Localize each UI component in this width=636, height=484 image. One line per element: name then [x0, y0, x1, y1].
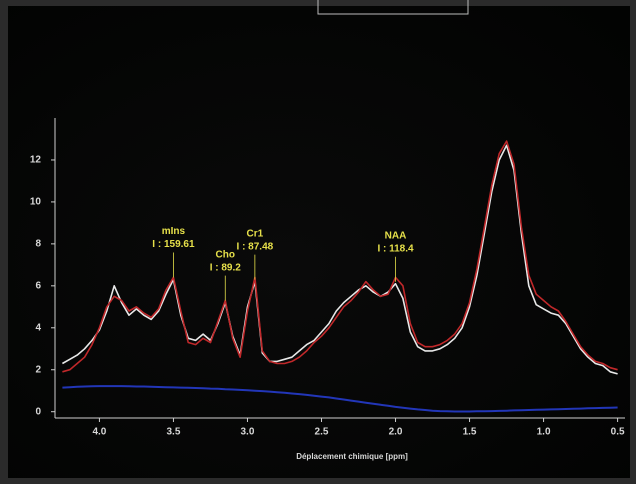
x-tick-label: 3.5: [166, 427, 180, 438]
x-tick-label: 4.0: [92, 427, 106, 438]
x-tick-label: 0.5: [611, 427, 625, 438]
info-box: [317, 0, 469, 15]
screen: [8, 6, 630, 478]
x-tick-label: 2.0: [389, 427, 403, 438]
y-tick-label: 10: [30, 197, 42, 208]
x-tick-label: 2.5: [315, 427, 329, 438]
x-tick-label: 1.5: [463, 427, 477, 438]
x-tick-label: 1.0: [537, 427, 551, 438]
annotation-text: I : 89.2: [210, 262, 242, 273]
y-tick-label: 6: [35, 280, 41, 291]
y-tick-label: 12: [30, 155, 42, 166]
y-tick-label: 4: [35, 322, 41, 333]
y-tick-label: 2: [35, 364, 41, 375]
annotation-name: mIns: [162, 226, 186, 237]
series-line: [62, 385, 618, 413]
annotation-name: Cr1: [247, 228, 264, 239]
y-tick-label: 0: [35, 406, 41, 417]
annotation-name: NAA: [385, 230, 407, 241]
series-line: [62, 144, 618, 375]
annotation-text: I : 87.48: [237, 241, 274, 252]
x-tick-label: 3.0: [241, 427, 255, 438]
annotation-text: I : 118.4: [377, 243, 414, 254]
annotation-text: I : 159.61: [152, 239, 195, 250]
series-line: [62, 140, 618, 373]
annotation-name: Cho: [216, 249, 235, 260]
x-axis-label: Déplacement chimique [ppm]: [296, 452, 408, 461]
y-tick-label: 8: [35, 239, 41, 250]
